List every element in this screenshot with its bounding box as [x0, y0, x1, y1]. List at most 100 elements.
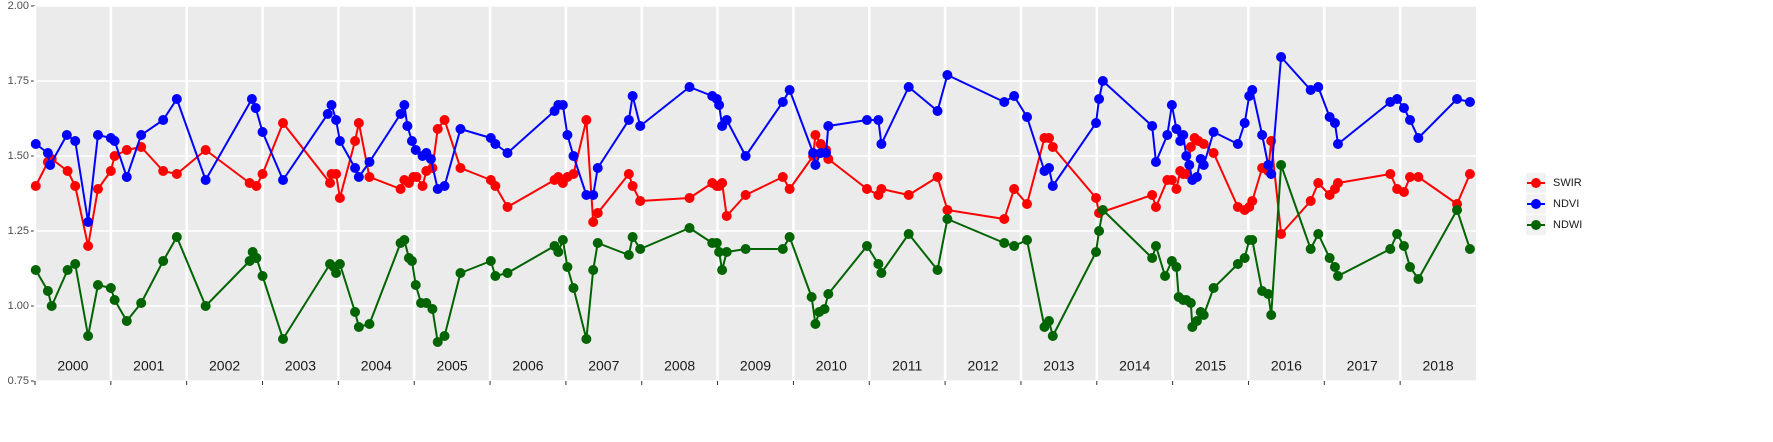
data-point — [42, 148, 53, 158]
x-tick-label: 2015 — [1195, 358, 1226, 374]
data-point — [1091, 247, 1102, 257]
data-point — [1392, 94, 1403, 104]
data-point — [1413, 274, 1424, 284]
data-point — [1022, 199, 1033, 209]
data-point — [684, 193, 695, 203]
data-point — [350, 136, 361, 146]
data-point — [1097, 205, 1108, 215]
data-point — [278, 118, 289, 128]
data-point — [1009, 91, 1020, 101]
data-point — [257, 169, 268, 179]
data-point — [70, 136, 81, 146]
data-point — [568, 283, 579, 293]
data-point — [1313, 82, 1324, 92]
data-point — [627, 181, 638, 191]
data-point — [1232, 259, 1243, 269]
data-point — [808, 148, 819, 158]
data-point — [873, 115, 884, 125]
data-point — [903, 82, 914, 92]
data-point — [406, 256, 417, 266]
data-point — [425, 154, 436, 164]
data-point — [1044, 316, 1055, 326]
data-point — [1305, 85, 1316, 95]
data-point — [427, 304, 438, 314]
data-point — [942, 70, 953, 80]
data-point — [410, 145, 421, 155]
data-point — [740, 244, 751, 254]
legend-key-point — [1531, 199, 1541, 209]
data-point — [1263, 160, 1274, 170]
data-point — [1329, 262, 1340, 272]
data-point — [246, 94, 257, 104]
data-point — [1266, 310, 1277, 320]
data-point — [876, 184, 887, 194]
data-point — [1178, 130, 1189, 140]
data-point — [581, 115, 592, 125]
data-point — [903, 229, 914, 239]
data-point — [1198, 139, 1209, 149]
data-point — [784, 184, 795, 194]
x-tick-label: 2011 — [892, 358, 922, 374]
data-point — [557, 100, 568, 110]
data-point — [1091, 193, 1102, 203]
data-point — [1150, 157, 1161, 167]
data-point — [331, 115, 342, 125]
data-point — [1313, 229, 1324, 239]
data-point — [251, 181, 262, 191]
data-point — [1232, 139, 1243, 149]
data-point — [999, 97, 1010, 107]
data-point — [568, 169, 579, 179]
data-point — [1413, 172, 1424, 182]
x-tick-label: 2016 — [1271, 358, 1302, 374]
data-point — [395, 109, 406, 119]
data-point — [278, 175, 289, 185]
data-point — [784, 232, 795, 242]
data-point — [257, 271, 268, 281]
data-point — [861, 241, 872, 251]
data-point — [490, 139, 501, 149]
data-point — [334, 259, 345, 269]
data-point — [432, 337, 443, 347]
x-tick-label: 2018 — [1423, 358, 1454, 374]
data-point — [1171, 124, 1182, 134]
data-point — [1276, 160, 1287, 170]
data-point — [158, 166, 169, 176]
data-point — [171, 94, 182, 104]
legend-label: NDVI — [1553, 198, 1579, 210]
data-point — [83, 241, 94, 251]
data-point — [1162, 130, 1173, 140]
data-point — [1464, 97, 1475, 107]
data-point — [455, 163, 466, 173]
x-tick-label: 2001 — [133, 358, 164, 374]
data-point — [109, 151, 120, 161]
data-point — [942, 214, 953, 224]
data-point — [562, 262, 573, 272]
data-point — [364, 157, 375, 167]
data-point — [1094, 226, 1105, 236]
data-point — [257, 127, 268, 137]
data-point — [1247, 85, 1258, 95]
data-point — [399, 100, 410, 110]
data-point — [406, 136, 417, 146]
data-point — [1047, 142, 1058, 152]
data-point — [999, 238, 1010, 248]
data-point — [121, 316, 132, 326]
data-point — [322, 109, 333, 119]
x-tick-label: 2000 — [57, 358, 88, 374]
data-point — [740, 151, 751, 161]
data-point — [588, 190, 599, 200]
data-point — [684, 82, 695, 92]
data-point — [62, 265, 73, 275]
data-point — [30, 265, 41, 275]
data-point — [411, 172, 422, 182]
data-point — [806, 292, 817, 302]
data-point — [714, 247, 725, 257]
data-point — [1332, 271, 1343, 281]
data-point — [109, 136, 120, 146]
data-point — [42, 286, 53, 296]
data-point — [942, 205, 953, 215]
data-point — [136, 298, 147, 308]
data-point — [581, 334, 592, 344]
data-point — [777, 97, 788, 107]
